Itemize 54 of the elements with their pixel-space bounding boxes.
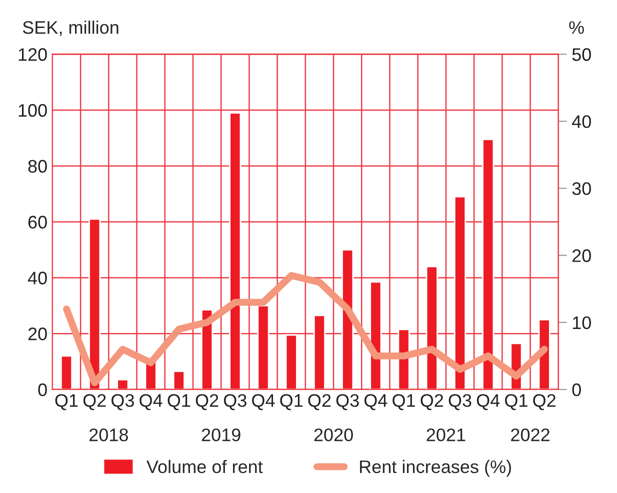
x-tick-label: Q2 xyxy=(420,394,444,410)
y2-tick-label: 10 xyxy=(572,316,591,330)
y2-tick-label: 0 xyxy=(572,383,581,396)
x-tick-label: Q4 xyxy=(476,394,500,410)
x-tick-label: Q1 xyxy=(55,394,78,410)
legend-label: Volume of rent xyxy=(146,460,263,474)
y2-axis-title: % xyxy=(569,21,584,34)
text: 2022 xyxy=(511,428,550,442)
legend-label: Rent increases (%) xyxy=(360,460,511,477)
y-tick-label: 120 xyxy=(18,48,47,61)
bar xyxy=(342,249,354,390)
y-axis-title: SEK, million xyxy=(22,20,118,36)
x-tick-label: Q3 xyxy=(336,394,359,410)
text: 2020 xyxy=(314,428,353,442)
x-tick-label: Q4 xyxy=(364,394,388,410)
bar xyxy=(454,196,466,390)
bar xyxy=(426,266,438,390)
x-tick-label: Q1 xyxy=(505,394,528,410)
x-tick-label: Q3 xyxy=(448,394,472,410)
y2-tick-label: 20 xyxy=(572,249,591,262)
bar xyxy=(313,314,326,390)
bar xyxy=(116,378,129,390)
text: 2018 xyxy=(89,428,128,442)
y-tick-label: 0 xyxy=(38,383,47,396)
y2-tick-label: 30 xyxy=(572,182,591,196)
x-tick-label: Q3 xyxy=(112,394,134,410)
x-tick-label: Q1 xyxy=(280,394,303,410)
y-tick-label: 100 xyxy=(18,104,47,117)
bar xyxy=(60,355,73,390)
bar xyxy=(257,304,270,390)
y-tick-label: 20 xyxy=(28,328,47,340)
x-tick-label: Q2 xyxy=(83,394,106,410)
x-tick-label: Q3 xyxy=(224,394,246,410)
y-tick-label: 80 xyxy=(28,160,47,173)
bar xyxy=(285,334,298,390)
bar xyxy=(482,138,494,390)
x-tick-label: Q2 xyxy=(533,394,556,410)
bar xyxy=(229,112,242,390)
x-tick-label: Q1 xyxy=(168,394,190,410)
bar xyxy=(201,309,214,390)
x-tick-label: Q1 xyxy=(392,394,415,410)
y2-tick-label: 50 xyxy=(572,48,591,61)
bar xyxy=(538,318,550,390)
text: 2019 xyxy=(202,428,240,442)
x-tick-label: Q2 xyxy=(196,394,218,410)
y2-tick-label: 40 xyxy=(572,115,591,128)
y-tick-label: 60 xyxy=(28,216,47,229)
x-tick-label: Q4 xyxy=(252,394,275,410)
bar xyxy=(172,370,185,390)
bar xyxy=(88,218,101,390)
x-tick-label: Q2 xyxy=(308,394,331,410)
y-tick-label: 40 xyxy=(28,272,47,284)
text: 2021 xyxy=(426,428,466,442)
x-tick-label: Q4 xyxy=(140,394,162,410)
